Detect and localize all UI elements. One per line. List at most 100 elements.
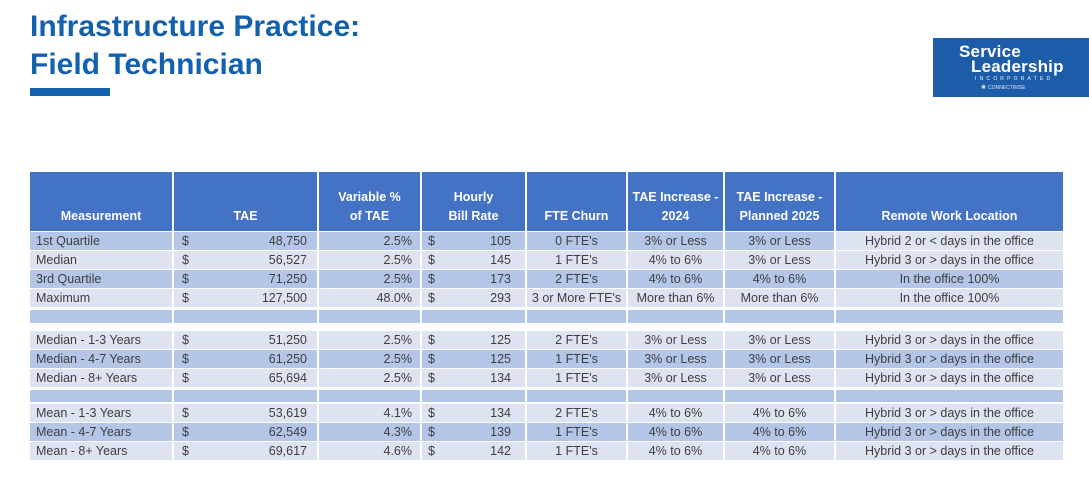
cell-tae: $53,619	[174, 404, 317, 422]
cell-tae: $61,250	[174, 350, 317, 368]
cell-fte: 1 FTE's	[527, 369, 626, 387]
rate-value: 134	[490, 406, 511, 420]
cell-rate: $173	[422, 270, 525, 288]
cell-tae: $71,250	[174, 270, 317, 288]
spacer-cell	[174, 310, 317, 323]
group-spacer-row	[30, 310, 1063, 323]
tae-value: 56,527	[268, 253, 307, 267]
cell-increase_2025: 4% to 6%	[725, 404, 834, 422]
table-row: Median - 8+ Years $65,694 2.5% $134 1 FTE's 3…	[30, 369, 1063, 387]
cell-fte: 2 FTE's	[527, 331, 626, 349]
cell-remote: Hybrid 3 or > days in the office	[836, 404, 1063, 422]
cell-increase_2024: 3% or Less	[628, 369, 723, 387]
cell-fte: 2 FTE's	[527, 270, 626, 288]
currency-symbol: $	[182, 444, 189, 458]
tae-value: 127,500	[261, 291, 307, 305]
logo-word-leadership: Leadership	[971, 57, 1064, 76]
cell-rate: $125	[422, 331, 525, 349]
spacer-cell	[836, 390, 1063, 402]
currency-symbol: $	[182, 406, 189, 420]
cell-rate: $134	[422, 404, 525, 422]
cell-remote: In the office 100%	[836, 270, 1063, 288]
cell-rate: $293	[422, 289, 525, 307]
cell-fte: 1 FTE's	[527, 251, 626, 269]
tae-value: 71,250	[268, 272, 307, 286]
cell-increase_2025: 3% or Less	[725, 232, 834, 250]
cell-variable: 2.5%	[319, 331, 420, 349]
column-header-increase_2025: TAE Increase - Planned 2025	[725, 172, 834, 231]
cell-fte: 1 FTE's	[527, 423, 626, 441]
cell-increase_2025: 3% or Less	[725, 251, 834, 269]
cell-increase_2024: 3% or Less	[628, 350, 723, 368]
cell-variable: 4.3%	[319, 423, 420, 441]
rate-value: 125	[490, 333, 511, 347]
spacer-cell	[628, 390, 723, 402]
cell-increase_2024: 3% or Less	[628, 331, 723, 349]
tae-value: 69,617	[268, 444, 307, 458]
currency-symbol: $	[182, 234, 189, 248]
table-header-row: Measurement TAE Variable % of TAE Hourly Bi…	[30, 172, 1063, 231]
table-row: Mean - 1-3 Years $53,619 4.1% $134 2 FTE's 4%…	[30, 404, 1063, 422]
cell-variable: 4.1%	[319, 404, 420, 422]
cell-increase_2024: 4% to 6%	[628, 270, 723, 288]
group-spacer-row	[30, 390, 1063, 402]
cell-increase_2024: 4% to 6%	[628, 442, 723, 460]
cell-remote: Hybrid 3 or > days in the office	[836, 350, 1063, 368]
cell-measurement: Mean - 1-3 Years	[30, 404, 172, 422]
currency-symbol: $	[428, 272, 435, 286]
cell-measurement: Median - 8+ Years	[30, 369, 172, 387]
cell-measurement: 3rd Quartile	[30, 270, 172, 288]
cell-increase_2025: 4% to 6%	[725, 442, 834, 460]
currency-symbol: $	[428, 253, 435, 267]
spacer-cell	[836, 310, 1063, 323]
cell-measurement: Median - 1-3 Years	[30, 331, 172, 349]
cell-fte: 3 or More FTE's	[527, 289, 626, 307]
currency-symbol: $	[182, 352, 189, 366]
spacer-cell	[628, 310, 723, 323]
cell-increase_2024: 4% to 6%	[628, 423, 723, 441]
tae-value: 48,750	[268, 234, 307, 248]
rate-value: 142	[490, 444, 511, 458]
cell-remote: Hybrid 2 or < days in the office	[836, 232, 1063, 250]
currency-symbol: $	[182, 272, 189, 286]
column-header-increase_2024: TAE Increase - 2024	[628, 172, 723, 231]
page-title-line-2: Field Technician	[30, 48, 263, 81]
rate-value: 293	[490, 291, 511, 305]
cell-increase_2025: 4% to 6%	[725, 270, 834, 288]
spacer-cell	[422, 310, 525, 323]
table-row: Median - 1-3 Years $51,250 2.5% $125 2 FTE's…	[30, 331, 1063, 349]
tae-value: 61,250	[268, 352, 307, 366]
connectwise-label: CONNECTWISE	[988, 85, 1026, 91]
tae-value: 65,694	[268, 371, 307, 385]
cell-rate: $139	[422, 423, 525, 441]
currency-symbol: $	[182, 253, 189, 267]
currency-symbol: $	[428, 425, 435, 439]
spacer-cell	[527, 390, 626, 402]
cell-tae: $56,527	[174, 251, 317, 269]
rate-value: 145	[490, 253, 511, 267]
currency-symbol: $	[182, 291, 189, 305]
service-leadership-logo: Service Leadership INCORPORATED ✺ CONNEC…	[933, 38, 1089, 97]
spacer-cell	[30, 310, 172, 323]
cell-remote: Hybrid 3 or > days in the office	[836, 423, 1063, 441]
cell-variable: 2.5%	[319, 232, 420, 250]
cell-variable: 4.6%	[319, 442, 420, 460]
cell-tae: $65,694	[174, 369, 317, 387]
cell-fte: 1 FTE's	[527, 442, 626, 460]
tae-value: 51,250	[268, 333, 307, 347]
column-header-rate: Hourly Bill Rate	[422, 172, 525, 231]
cell-increase_2024: 3% or Less	[628, 232, 723, 250]
cell-fte: 0 FTE's	[527, 232, 626, 250]
cell-tae: $69,617	[174, 442, 317, 460]
data-table: Measurement TAE Variable % of TAE Hourly Bi…	[30, 172, 1063, 461]
cell-rate: $145	[422, 251, 525, 269]
currency-symbol: $	[182, 371, 189, 385]
cell-increase_2024: 4% to 6%	[628, 251, 723, 269]
currency-symbol: $	[182, 333, 189, 347]
logo-word-incorporated: INCORPORATED	[975, 76, 1054, 82]
cell-increase_2025: More than 6%	[725, 289, 834, 307]
cell-increase_2025: 3% or Less	[725, 350, 834, 368]
table-body: 1st Quartile $48,750 2.5% $105 0 FTE's 3% or …	[30, 232, 1063, 460]
cell-remote: Hybrid 3 or > days in the office	[836, 331, 1063, 349]
